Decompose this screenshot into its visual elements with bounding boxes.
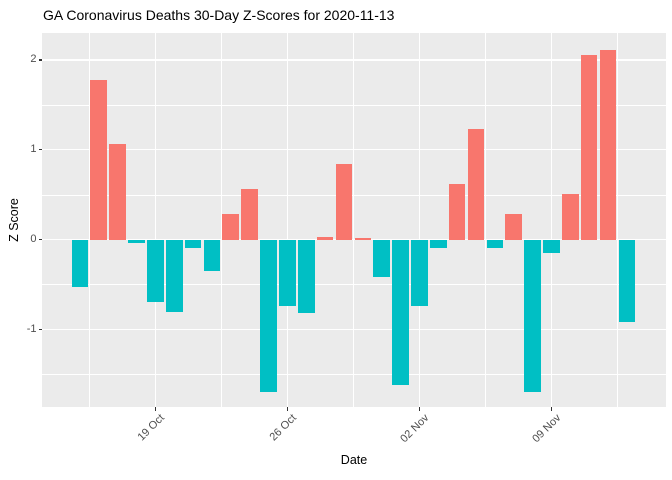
h-gridline-major — [42, 239, 666, 241]
bar-positive — [599, 50, 617, 240]
bar-positive — [335, 164, 353, 240]
y-tick-mark — [38, 149, 42, 151]
bar-positive — [467, 129, 485, 240]
v-gridline-minor — [353, 33, 354, 407]
bar-negative — [486, 239, 504, 248]
bar-positive — [354, 237, 372, 240]
bar-positive — [109, 143, 126, 240]
x-tick-label: 02 Nov — [397, 412, 431, 446]
bar-negative — [524, 239, 541, 392]
y-axis-title: Z Score — [7, 198, 21, 242]
y-tick-label: -1 — [26, 323, 37, 336]
h-gridline-minor — [42, 374, 666, 375]
x-axis-title: Date — [340, 453, 368, 467]
y-tick-mark — [38, 329, 42, 331]
bar-positive — [222, 213, 240, 240]
bar-positive — [562, 193, 579, 240]
h-gridline-minor — [42, 284, 666, 286]
x-tick-label: 09 Nov — [529, 412, 563, 446]
bar-negative — [147, 239, 164, 302]
h-gridline-major — [42, 59, 666, 61]
x-tick-mark — [286, 407, 288, 411]
bar-negative — [297, 239, 315, 313]
bar-positive — [505, 213, 523, 240]
bar-negative — [543, 239, 560, 254]
y-tick-mark — [38, 59, 42, 61]
bar-negative — [392, 239, 409, 386]
bar-positive — [580, 54, 598, 240]
x-tick-mark — [418, 407, 420, 411]
h-gridline-major — [42, 149, 666, 151]
bar-negative — [184, 239, 202, 248]
v-gridline-minor — [89, 33, 90, 407]
x-tick-label: 19 Oct — [135, 412, 167, 444]
h-gridline-minor — [42, 104, 666, 106]
bar-negative — [203, 239, 221, 272]
v-gridline-major — [154, 33, 156, 407]
bar-negative — [373, 239, 390, 277]
bar-negative — [411, 239, 428, 307]
v-gridline-minor — [617, 33, 618, 407]
y-tick-label: 1 — [30, 143, 37, 156]
h-gridline-minor — [42, 194, 666, 196]
v-gridline-major — [550, 33, 553, 407]
bar-negative — [128, 239, 145, 244]
y-tick-label: 0 — [30, 233, 37, 246]
h-gridline-major — [42, 329, 666, 331]
bar-negative — [618, 239, 636, 322]
v-gridline-major — [286, 33, 288, 407]
bar-negative — [71, 239, 89, 288]
bar-negative — [260, 239, 277, 392]
v-gridline-minor — [221, 33, 222, 407]
bar-negative — [429, 239, 447, 248]
v-gridline-major — [418, 33, 420, 407]
x-tick-mark — [154, 407, 156, 411]
bar-negative — [165, 239, 183, 312]
y-tick-label: 2 — [30, 53, 37, 66]
v-gridline-minor — [485, 33, 486, 407]
x-tick-label: 26 Oct — [267, 412, 299, 444]
x-tick-mark — [550, 407, 552, 411]
y-tick-mark — [38, 239, 42, 241]
bar-positive — [448, 184, 466, 240]
bar-positive — [90, 79, 108, 240]
bar-negative — [279, 239, 296, 307]
bar-positive — [241, 189, 258, 240]
chart-title: GA Coronavirus Deaths 30-Day Z-Scores fo… — [43, 7, 395, 23]
plot-panel — [42, 33, 666, 407]
bar-positive — [316, 237, 334, 240]
